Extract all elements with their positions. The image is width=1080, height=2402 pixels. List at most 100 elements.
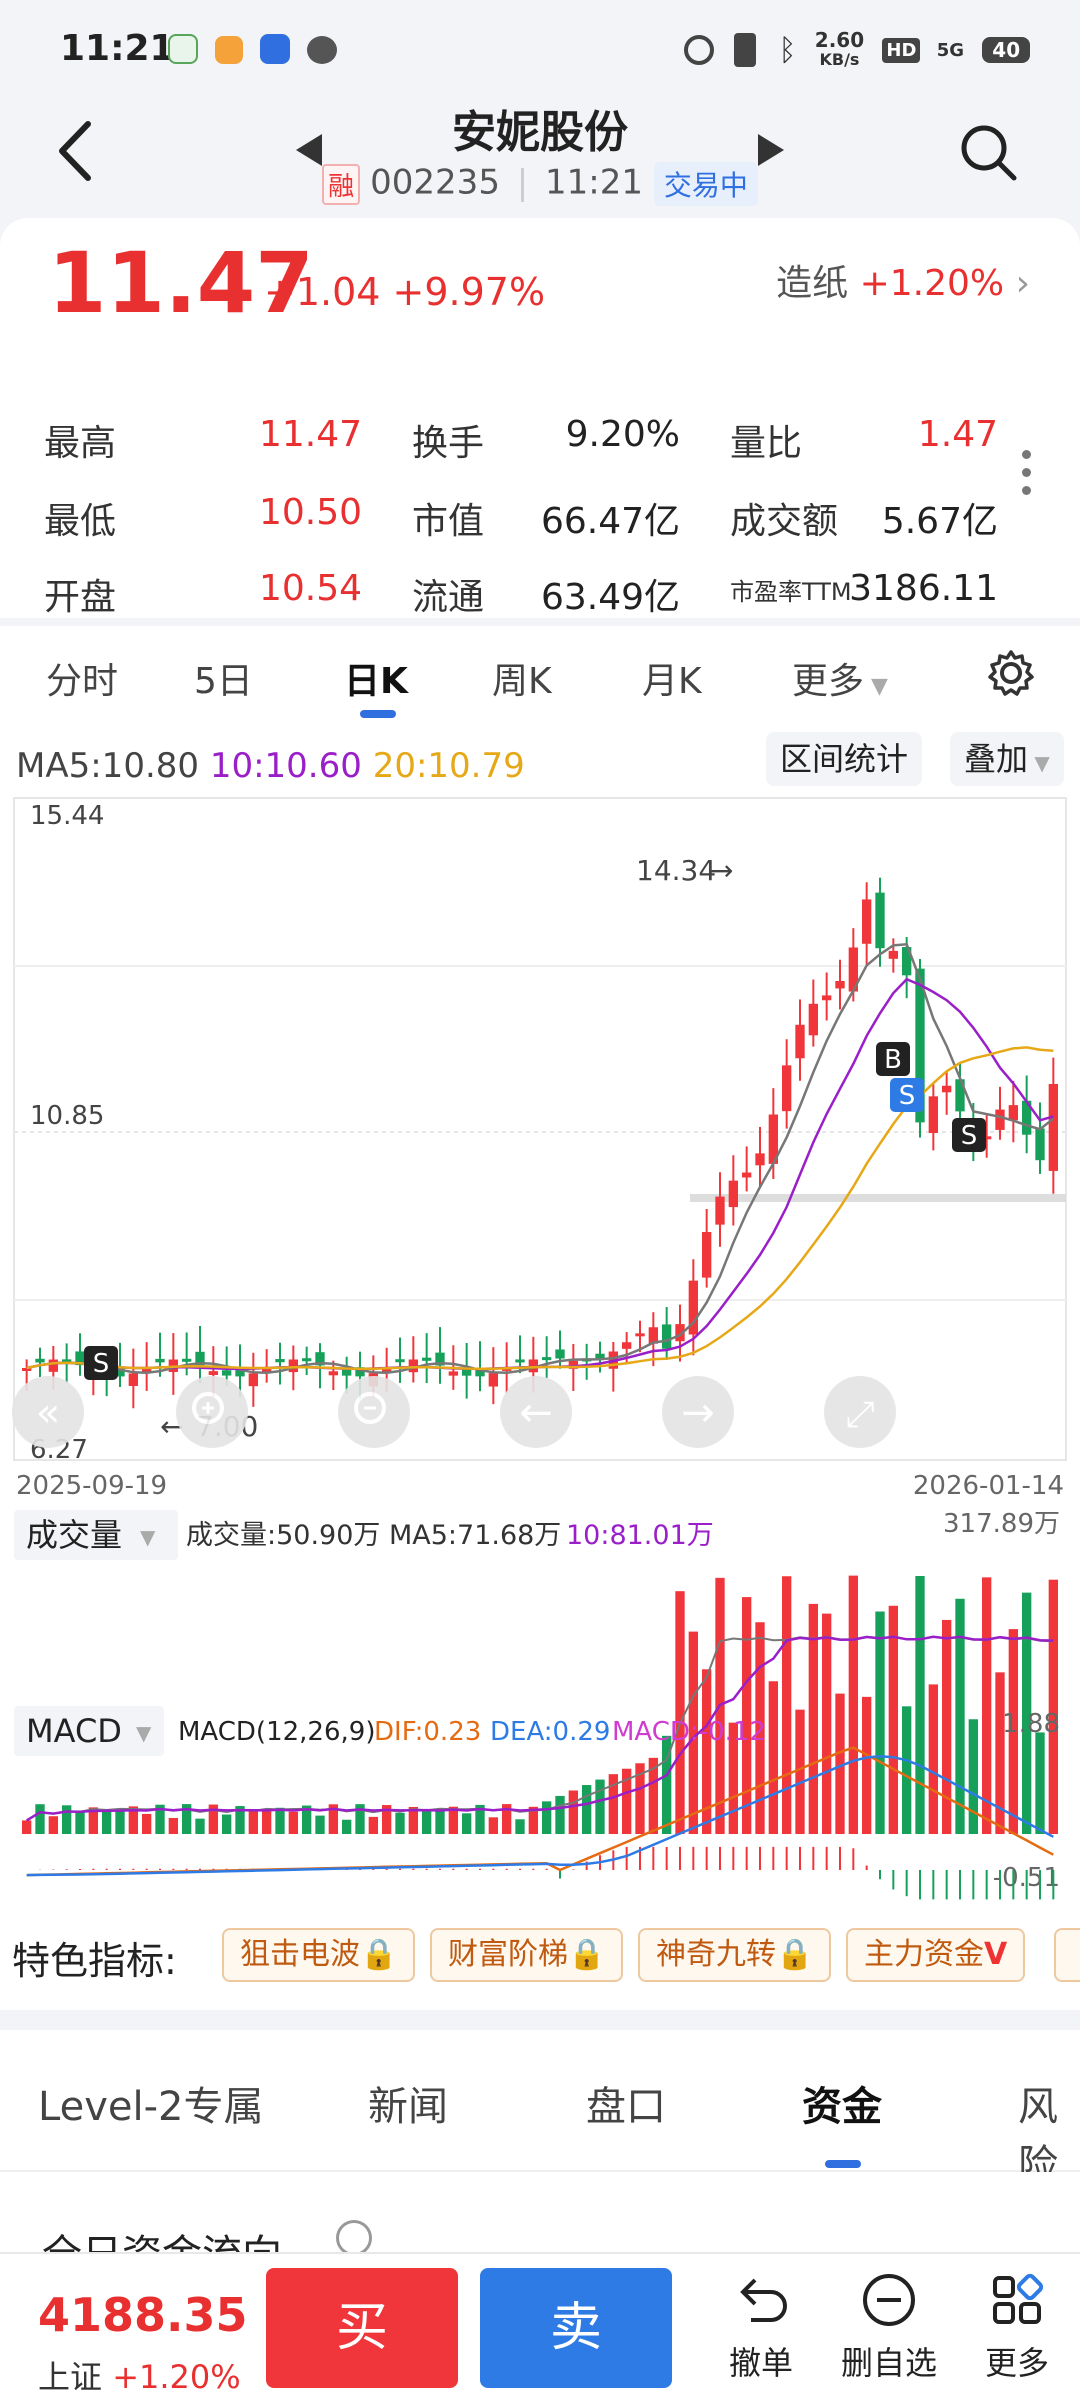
candle-body	[462, 1369, 472, 1376]
pan-left-icon[interactable]: ←	[500, 1376, 572, 1448]
volume-bar	[1022, 1592, 1032, 1834]
volume-bar	[755, 1622, 765, 1834]
tab-daily-k[interactable]: 日K	[344, 661, 408, 702]
index-value[interactable]: 4188.35	[38, 2288, 248, 2342]
tab-news[interactable]: 新闻	[368, 2084, 448, 2130]
signal-s-1: S	[84, 1346, 118, 1380]
volume-bar	[182, 1804, 192, 1834]
svg-text:S: S	[961, 1121, 978, 1151]
info-tab-underline	[825, 2160, 861, 2168]
volume-ma10-line	[26, 1635, 1054, 1822]
status-right-icons: ᛒ 2.60 KB/s HD 5G 40	[684, 30, 1031, 70]
volume-bar	[528, 1806, 538, 1834]
candle-body	[648, 1327, 658, 1344]
sell-button[interactable]: 卖	[480, 2268, 672, 2388]
volume-bar	[902, 1706, 912, 1834]
dropdown-arrow-icon: ▼	[1028, 751, 1050, 775]
y-axis-top: 15.44	[30, 801, 104, 831]
volume-bar	[835, 1693, 845, 1834]
tab-order-book[interactable]: 盘口	[586, 2084, 666, 2130]
tab-funds[interactable]: 资金	[802, 2084, 882, 2130]
candle-body	[1035, 1128, 1045, 1161]
candle-body	[702, 1232, 712, 1278]
candle-body	[862, 899, 872, 944]
tab-level2[interactable]: Level-2专属	[38, 2084, 264, 2130]
tab-intraday[interactable]: 分时	[46, 661, 119, 702]
sector-link[interactable]: 造纸 +1.20% ›	[776, 254, 1030, 306]
zoom-out-icon[interactable]	[338, 1376, 410, 1448]
volume-bar	[968, 1719, 978, 1834]
volume-bar	[128, 1806, 138, 1834]
volume-bar	[595, 1779, 605, 1834]
volume-bar	[35, 1804, 45, 1834]
chip-partial[interactable]	[1054, 1928, 1080, 1982]
stat-label: 成交额	[730, 501, 839, 542]
quote-time: 11:21	[545, 162, 644, 203]
ma5-line	[26, 942, 1055, 1375]
volume-bar	[62, 1805, 72, 1834]
candle-body	[408, 1359, 418, 1373]
back-arrow-icon[interactable]	[48, 116, 108, 186]
macd-selector[interactable]: MACD	[26, 1712, 122, 1750]
fund-flow-title: 全日资金流向	[42, 2222, 282, 2252]
macd-histogram	[39, 1846, 1055, 1900]
gear-icon[interactable]	[986, 648, 1036, 698]
volume-bar	[542, 1801, 552, 1834]
volume-selector-bg	[14, 1510, 178, 1560]
feature-title: 特色指标:	[12, 1939, 177, 1983]
next-stock-icon[interactable]	[758, 134, 784, 166]
tab-5day[interactable]: 5日	[194, 661, 253, 702]
signal-s-2: S	[890, 1078, 924, 1112]
candle-body	[435, 1352, 445, 1366]
overlay-button[interactable]: 叠加 ▼	[950, 732, 1064, 786]
volume-bar	[1008, 1629, 1018, 1834]
candle-body	[475, 1367, 485, 1377]
candle-body	[35, 1358, 45, 1363]
rewind-icon[interactable]: «	[12, 1376, 84, 1448]
tab-more[interactable]: 更多 ▼	[792, 652, 888, 704]
date-end: 2026-01-14	[913, 1471, 1064, 1501]
range-stats-button[interactable]: 区间统计	[766, 732, 923, 786]
index-label: 上证 +1.20%	[38, 2352, 241, 2398]
stat-label: 量比	[730, 423, 803, 464]
macd-params: MACD(12,26,9)	[178, 1717, 375, 1747]
stat-label: 市盈率TTM	[730, 578, 852, 606]
pan-right-icon[interactable]: →	[662, 1376, 734, 1448]
buy-button[interactable]: 买	[266, 2268, 458, 2388]
candle-body	[355, 1367, 365, 1377]
volume-bar	[142, 1813, 152, 1834]
volume-bar	[635, 1763, 645, 1834]
tab-weekly-k[interactable]: 周K	[492, 661, 552, 702]
app-notification-icon	[168, 34, 198, 64]
undo-icon	[740, 2278, 787, 2322]
alarm-icon	[684, 35, 714, 65]
zoom-in-icon[interactable]	[176, 1376, 248, 1448]
more-stats-icon[interactable]	[1022, 450, 1032, 504]
volume-bar	[475, 1804, 485, 1834]
candle-body	[915, 968, 925, 1123]
candle-body	[595, 1353, 605, 1359]
chip-main-funds[interactable]: 主力资金V	[846, 1928, 1026, 1982]
chip-magic-nine[interactable]: 神奇九转🔒	[638, 1928, 832, 1982]
candle-body	[742, 1172, 752, 1178]
volume-bar	[195, 1818, 205, 1834]
candle-body	[715, 1196, 725, 1225]
chip-sniper-wave[interactable]: 狙击电波🔒	[222, 1928, 416, 1982]
candle-body	[902, 947, 912, 976]
svg-text:B: B	[884, 1045, 902, 1075]
index-change: +1.20%	[112, 2358, 241, 2396]
volume-selector[interactable]: 成交量	[26, 1516, 122, 1554]
cancel-order-button[interactable]: 撤单	[706, 2270, 816, 2384]
chip-wealth-ladder[interactable]: 财富阶梯🔒	[430, 1928, 624, 1982]
prev-stock-icon[interactable]	[296, 134, 322, 166]
kline-chart[interactable]: 15.44 10.85 6.27 14.34 → ← 7.00 S B S S …	[0, 726, 1080, 1902]
more-button[interactable]: 更多	[962, 2270, 1072, 2384]
remove-watchlist-button[interactable]: 删自选	[834, 2270, 944, 2384]
help-icon[interactable]	[336, 2220, 372, 2252]
fullscreen-icon[interactable]: ⤢	[824, 1376, 896, 1448]
search-icon[interactable]	[956, 120, 1020, 184]
stock-name: 安妮股份	[452, 107, 628, 158]
volume-bar	[115, 1810, 125, 1834]
tab-monthly-k[interactable]: 月K	[642, 661, 702, 702]
candle-body	[222, 1370, 232, 1376]
